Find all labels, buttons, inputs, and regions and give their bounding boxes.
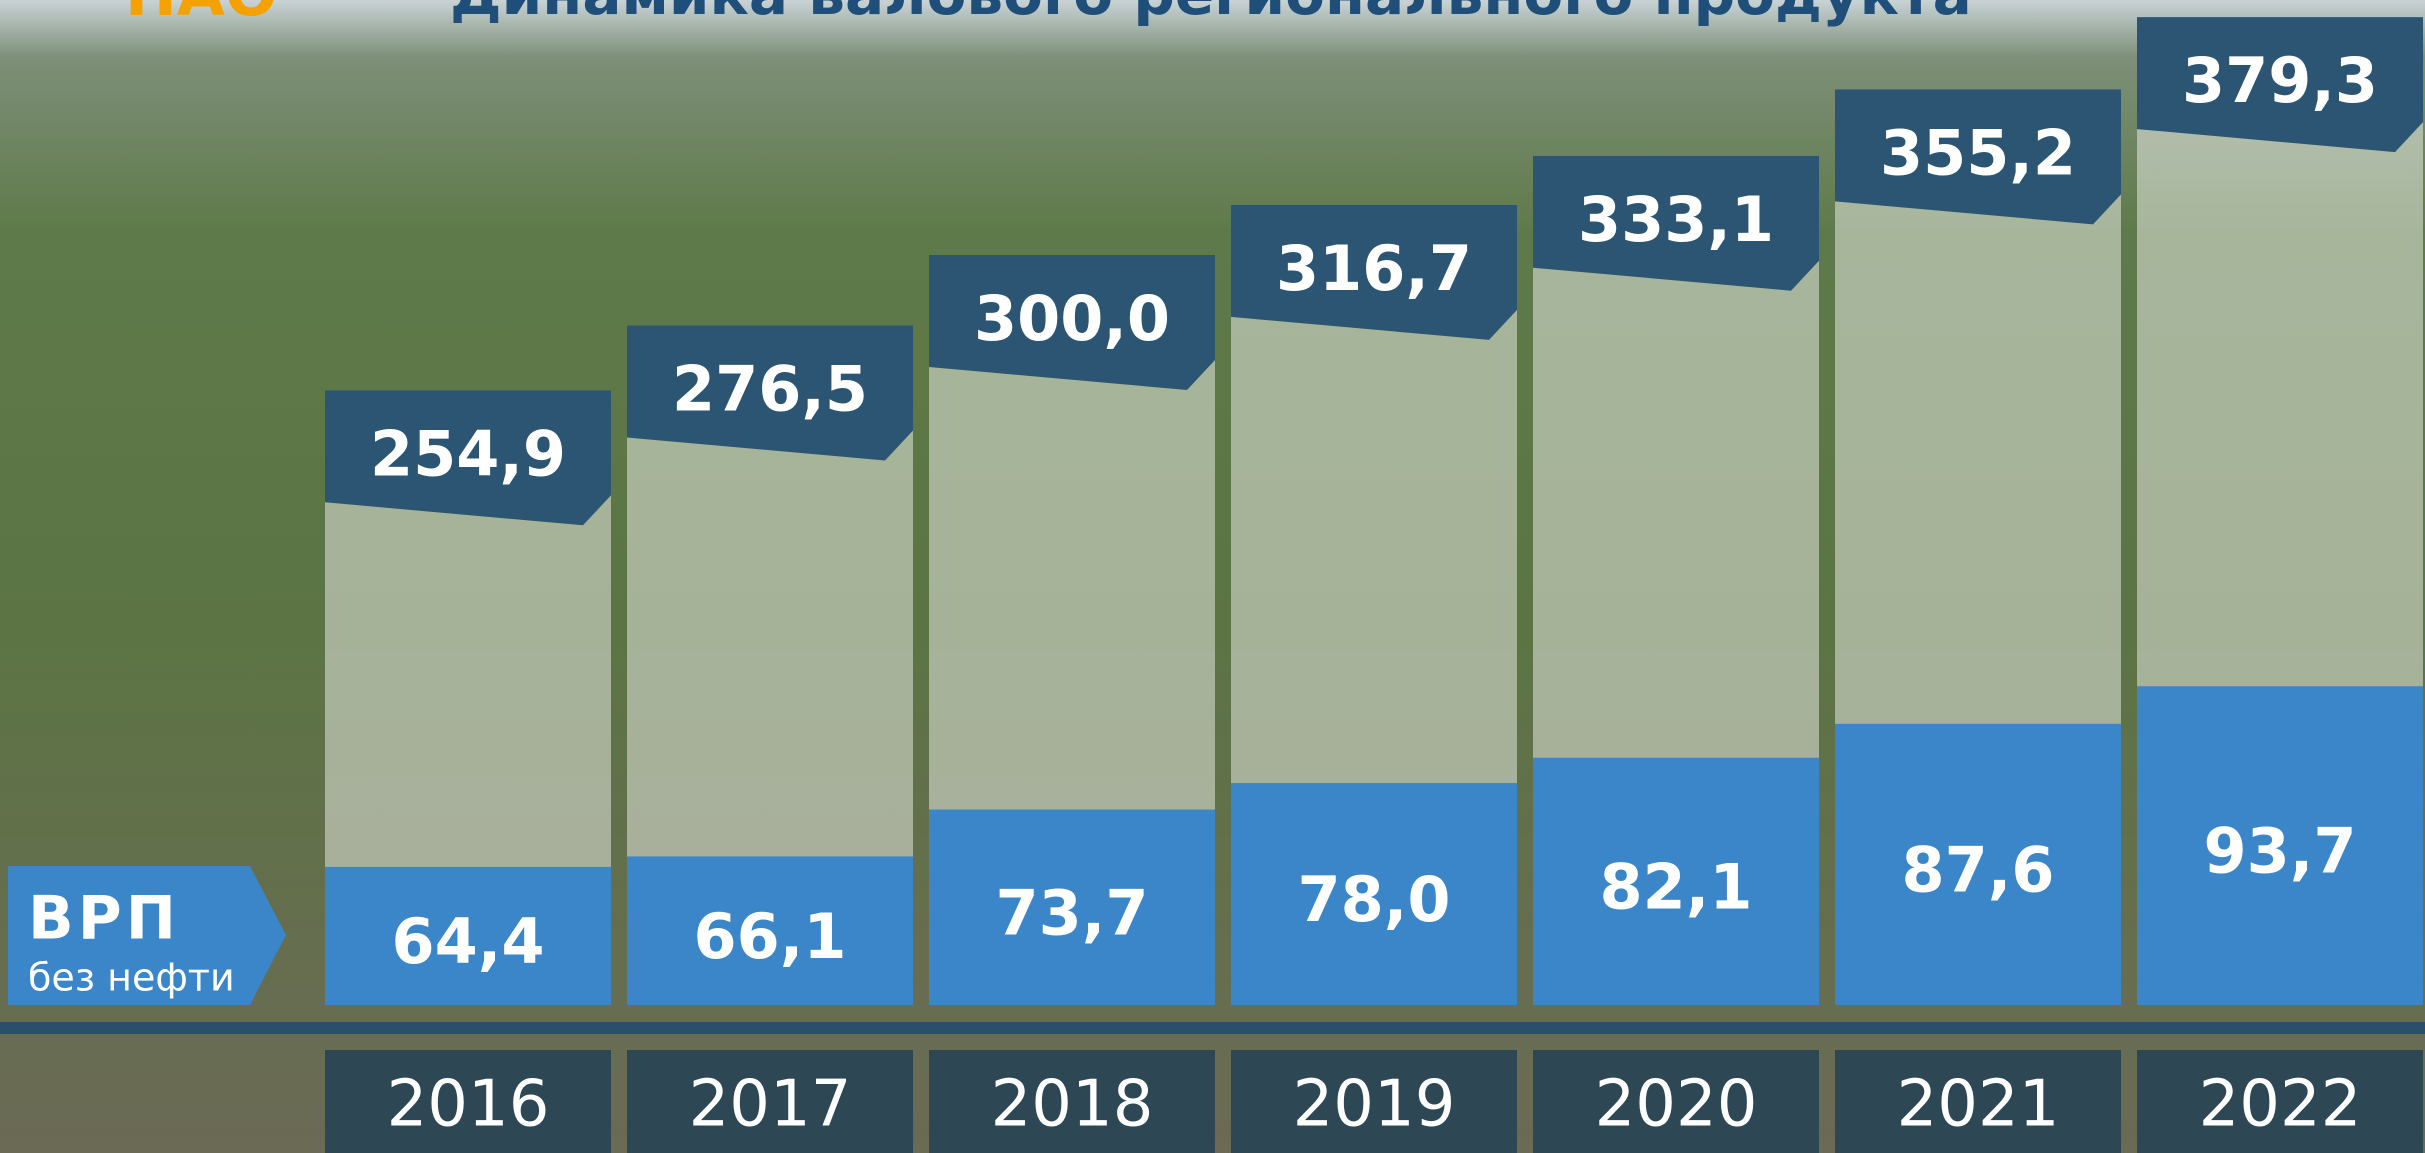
x-tick-label: 2022 — [2199, 1068, 2362, 1142]
inner-label: 73,7 — [996, 876, 1149, 949]
total-label: 379,3 — [2182, 44, 2378, 117]
inner-label: 66,1 — [694, 900, 847, 973]
legend-title: ВРП — [28, 884, 180, 954]
baseline-band — [0, 1022, 2425, 1034]
total-label: 276,5 — [672, 353, 868, 426]
x-tick-label: 2018 — [991, 1068, 1154, 1142]
x-tick-label: 2020 — [1595, 1068, 1758, 1142]
x-tick-label: 2021 — [1897, 1068, 2060, 1142]
inner-label: 93,7 — [2204, 815, 2357, 888]
total-label: 355,2 — [1880, 116, 2076, 189]
total-label: 333,1 — [1578, 183, 1774, 256]
x-tick-label: 2017 — [689, 1068, 852, 1142]
inner-label: 87,6 — [1902, 834, 2055, 907]
total-label: 316,7 — [1276, 232, 1472, 305]
chart-title: Динамика валового регионального продукта — [450, 0, 1972, 28]
total-label: 300,0 — [974, 282, 1170, 355]
logo: НАО — [125, 0, 278, 30]
inner-label: 82,1 — [1600, 850, 1753, 923]
inner-label: 78,0 — [1298, 863, 1451, 936]
legend-subtitle: без нефти — [28, 956, 235, 1000]
total-label: 254,9 — [370, 417, 566, 490]
x-tick-label: 2016 — [387, 1068, 550, 1142]
inner-label: 64,4 — [392, 905, 545, 978]
x-tick-label: 2019 — [1293, 1068, 1456, 1142]
chart: НАО Динамика валового регионального прод… — [0, 0, 2425, 1153]
